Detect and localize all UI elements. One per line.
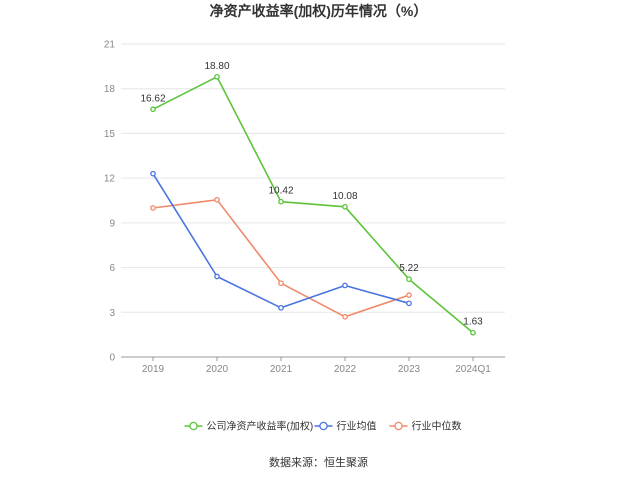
- x-tick-label: 2021: [270, 364, 293, 375]
- data-point: [278, 198, 284, 205]
- data-label: 10.42: [268, 186, 293, 197]
- data-point: [214, 73, 220, 80]
- data-point: [342, 282, 348, 289]
- legend-swatch-marker: [394, 421, 403, 431]
- source-note: 数据来源：恒生聚源: [269, 455, 368, 469]
- y-axis-ticks: 0 3 6 9 12 15 18 21: [104, 40, 116, 364]
- series-layer: [150, 73, 476, 336]
- data-label: 5.22: [399, 263, 419, 274]
- x-tick-label: 2020: [206, 364, 229, 375]
- y-tick-label: 3: [109, 308, 115, 319]
- data-labels: 16.62 18.80 10.42 10.08 5.22 1.63: [140, 61, 483, 328]
- data-label: 18.80: [204, 61, 229, 72]
- data-point: [150, 170, 156, 177]
- y-tick-label: 0: [109, 353, 115, 364]
- x-tick-label: 2024Q1: [455, 364, 491, 375]
- data-point: [278, 280, 284, 287]
- data-label: 1.63: [463, 317, 483, 328]
- data-point: [150, 106, 156, 113]
- data-point: [150, 205, 156, 211]
- data-point: [406, 292, 412, 298]
- data-point: [214, 273, 220, 280]
- y-tick-label: 6: [109, 263, 115, 274]
- legend: 公司净资产收益率(加权) 行业均值 行业中位数: [184, 420, 462, 433]
- y-tick-label: 18: [104, 84, 116, 95]
- legend-label: 公司净资产收益率(加权): [207, 420, 314, 433]
- series-line: [152, 199, 410, 318]
- x-tick-label: 2022: [334, 364, 357, 375]
- x-axis: 2019 2020 2021 2022 2023 2024Q1: [121, 356, 505, 375]
- grid-lines: [121, 43, 505, 313]
- data-point: [470, 329, 476, 336]
- x-tick-label: 2019: [142, 364, 165, 375]
- data-point: [214, 196, 220, 203]
- data-point: [278, 304, 284, 311]
- legend-swatch-marker: [319, 421, 328, 431]
- y-tick-label: 9: [109, 218, 115, 229]
- data-label: 10.08: [332, 191, 357, 202]
- series-line: [152, 76, 474, 334]
- data-point: [342, 313, 348, 320]
- data-point: [406, 300, 412, 307]
- legend-swatch-marker: [189, 421, 198, 431]
- x-tick-label: 2023: [398, 364, 421, 375]
- data-label: 16.62: [140, 93, 165, 104]
- y-tick-label: 15: [104, 129, 116, 140]
- data-point: [342, 203, 348, 210]
- data-point: [406, 276, 412, 283]
- legend-label: 行业均值: [337, 420, 377, 433]
- chart-title: 净资产收益率(加权)历年情况（%）: [210, 3, 428, 19]
- legend-label: 行业中位数: [412, 420, 462, 433]
- y-tick-label: 21: [104, 40, 116, 51]
- y-tick-label: 12: [104, 174, 116, 185]
